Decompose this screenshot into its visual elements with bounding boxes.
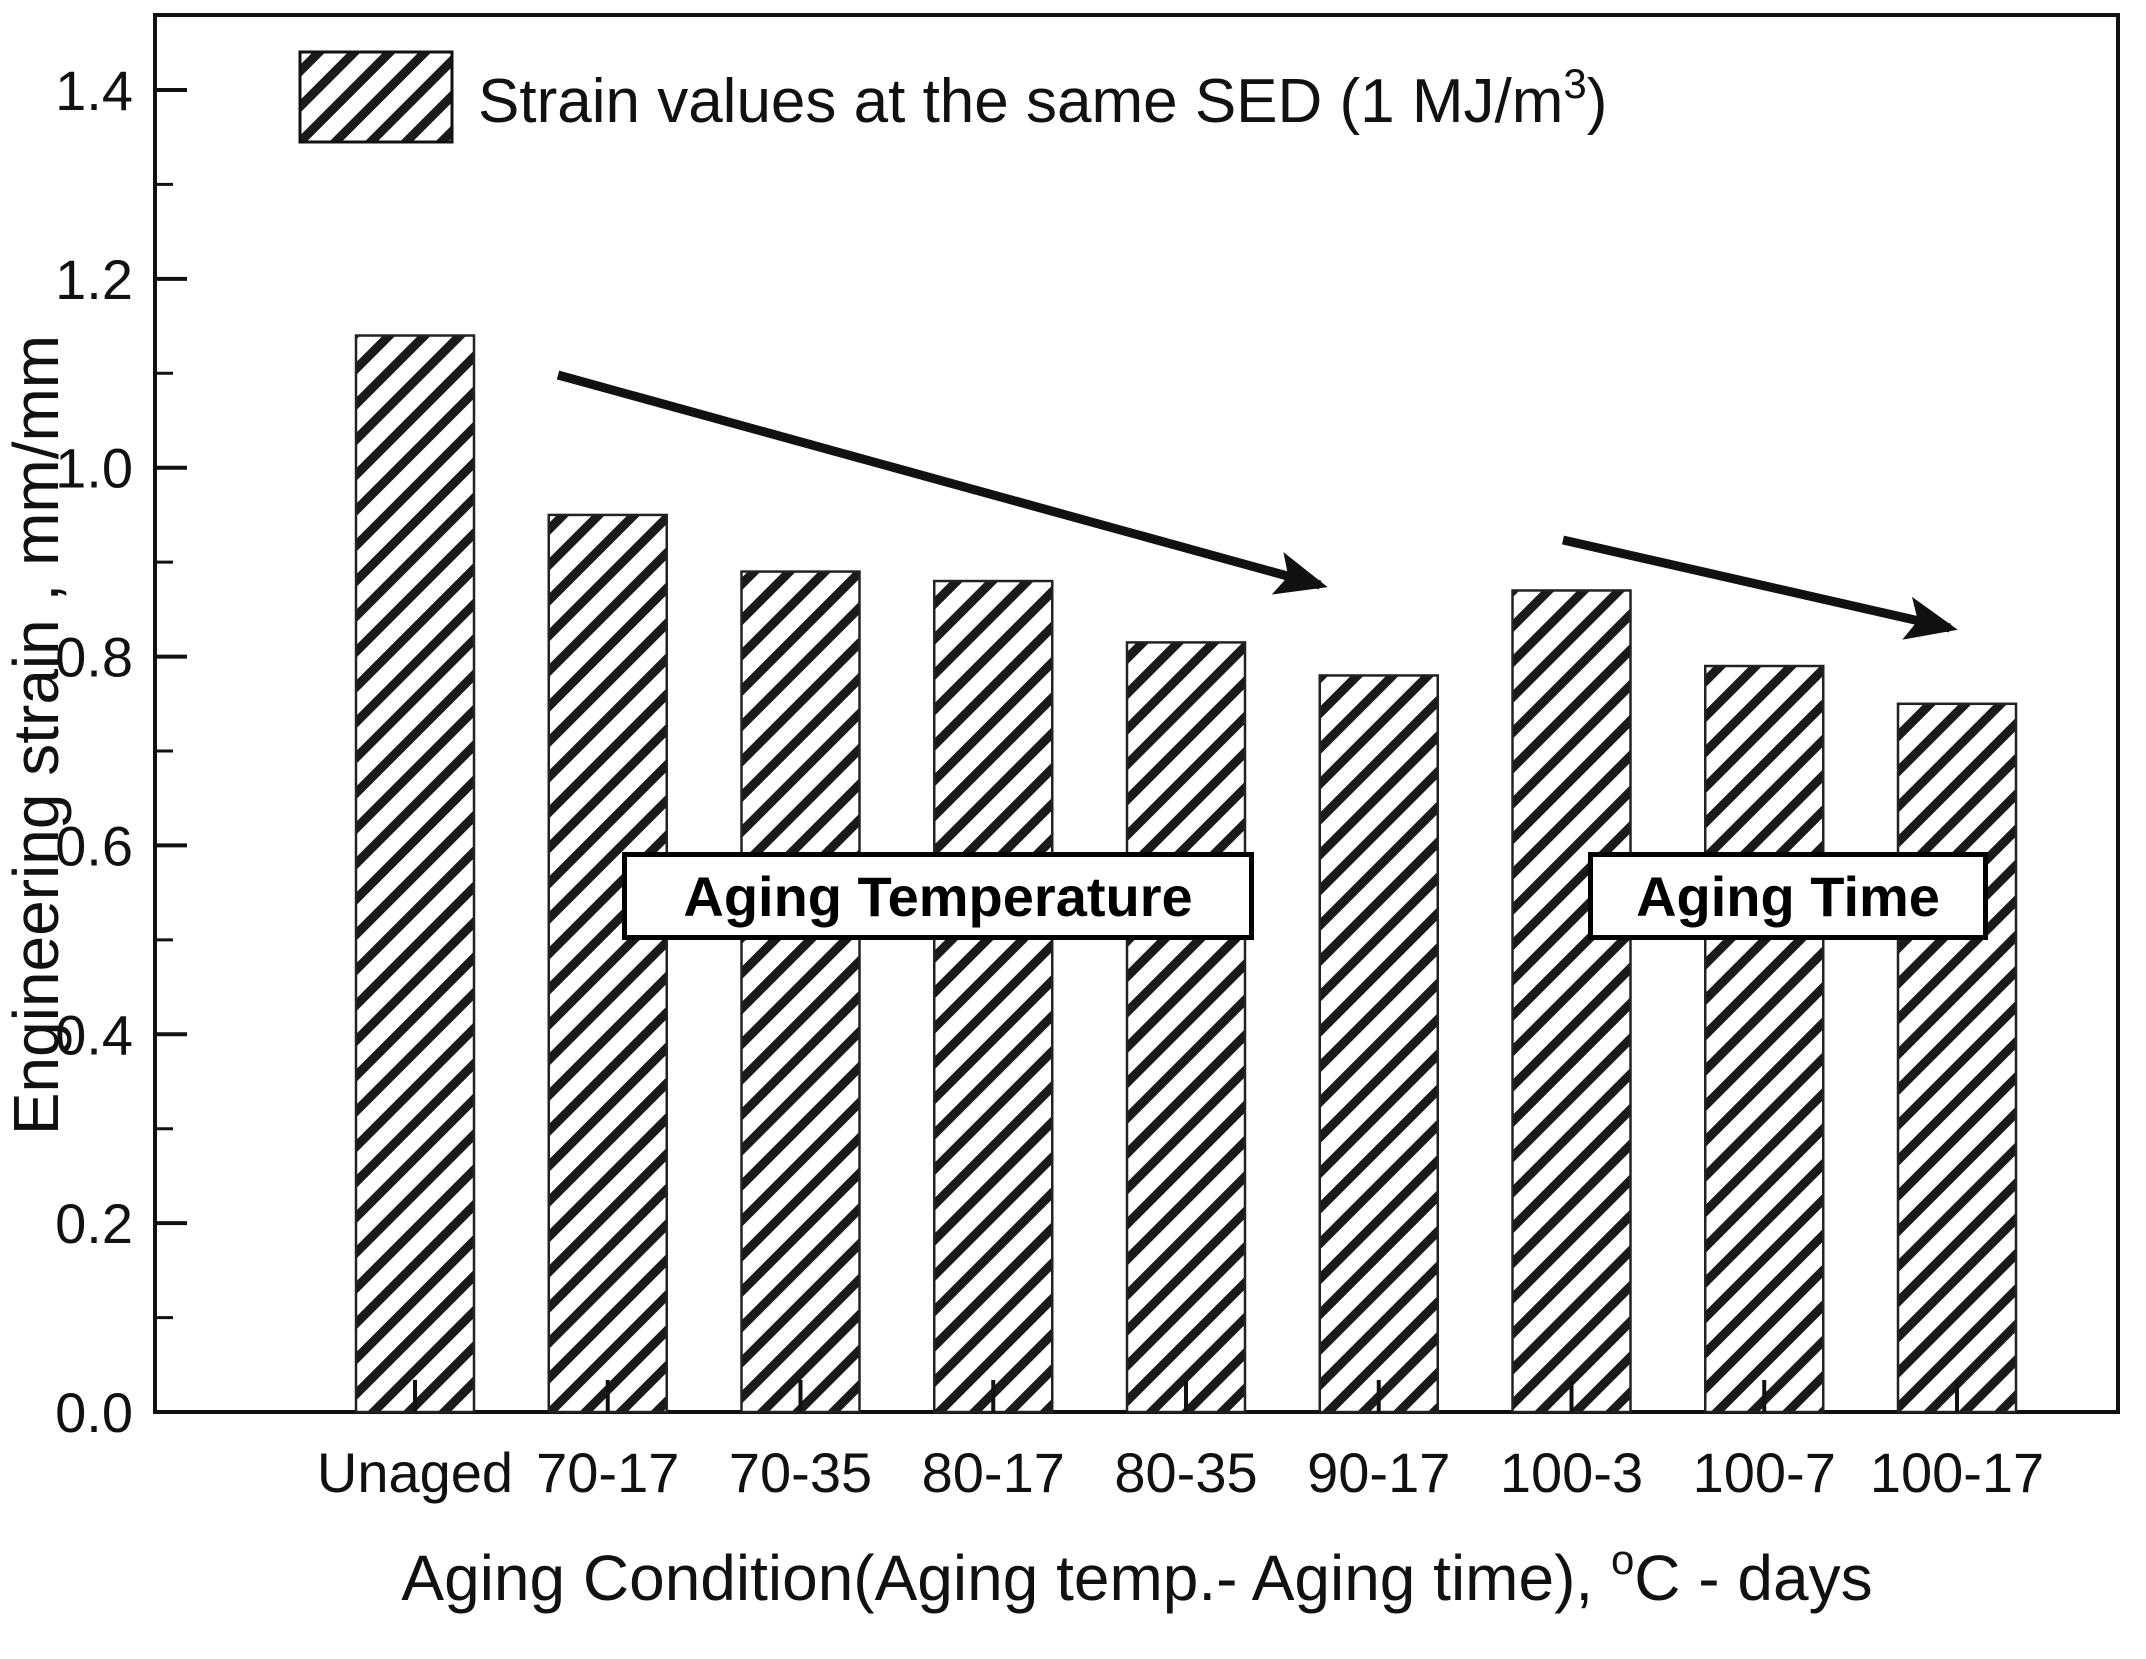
bar-Unaged bbox=[354, 334, 476, 1414]
annotation-aging-temperature: Aging Temperature bbox=[622, 852, 1254, 940]
y-axis-title: Engineering strain , mm/mm bbox=[0, 335, 72, 1135]
x-tick-label-70-35: 70-35 bbox=[729, 1441, 872, 1504]
y-tick-label: 0.8 bbox=[55, 626, 133, 689]
y-tick-label: 1.2 bbox=[55, 248, 133, 311]
y-tick-label: 0.4 bbox=[55, 1003, 133, 1066]
legend-label: Strain values at the same SED (1 MJ/m3) bbox=[478, 60, 1607, 136]
bar-70-17 bbox=[547, 513, 668, 1414]
bar-100-3 bbox=[1511, 589, 1632, 1414]
trend-arrow-aging-temperature bbox=[556, 370, 1328, 595]
legend-hatch-swatch bbox=[298, 50, 454, 144]
trend-arrow-aging-time bbox=[1562, 535, 1958, 640]
bar-100-7 bbox=[1704, 664, 1825, 1414]
legend-label-superscript: 3 bbox=[1563, 60, 1586, 107]
bar-80-17 bbox=[933, 579, 1054, 1414]
x-tick-label-90-17: 90-17 bbox=[1307, 1441, 1450, 1504]
x-tick-label-100-3: 100-3 bbox=[1500, 1441, 1643, 1504]
x-tick-label-80-17: 80-17 bbox=[922, 1441, 1065, 1504]
x-axis-title-suffix: C - days bbox=[1634, 1542, 1872, 1614]
x-tick-label-100-7: 100-7 bbox=[1693, 1441, 1836, 1504]
bar-100-17 bbox=[1896, 702, 2018, 1414]
legend-label-suffix: ) bbox=[1587, 67, 1608, 136]
x-axis-title-text: Aging Condition(Aging temp.- Aging time)… bbox=[401, 1542, 1611, 1614]
y-tick-label: 1.0 bbox=[55, 437, 133, 500]
axis-tick-labels-group: 0.0 0.2 0.4 0.6 0.8 1.0 1.2 1.4 Unaged 70-17 70-35… bbox=[55, 59, 2044, 1504]
y-tick-label: 1.4 bbox=[55, 59, 133, 122]
axis-ticks-group bbox=[155, 88, 1959, 1414]
legend-label-text: Strain values at the same SED (1 MJ/m bbox=[478, 67, 1563, 136]
x-tick-label-80-35: 80-35 bbox=[1114, 1441, 1257, 1504]
x-axis-title: Aging Condition(Aging temp.- Aging time)… bbox=[401, 1536, 1872, 1614]
bar-80-35 bbox=[1125, 641, 1247, 1414]
annotation-aging-time: Aging Time bbox=[1588, 852, 1988, 940]
bar-90-17 bbox=[1318, 674, 1439, 1414]
y-tick-label: 0.2 bbox=[55, 1192, 133, 1255]
bar-70-35 bbox=[740, 570, 861, 1414]
x-axis-title-superscript: o bbox=[1611, 1536, 1634, 1583]
y-tick-label: 0.6 bbox=[55, 814, 133, 877]
y-tick-label: 0.0 bbox=[55, 1381, 133, 1444]
x-tick-label-70-17: 70-17 bbox=[536, 1441, 679, 1504]
x-tick-label-100-17: 100-17 bbox=[1870, 1441, 2044, 1504]
x-tick-label-Unaged: Unaged bbox=[317, 1441, 513, 1504]
